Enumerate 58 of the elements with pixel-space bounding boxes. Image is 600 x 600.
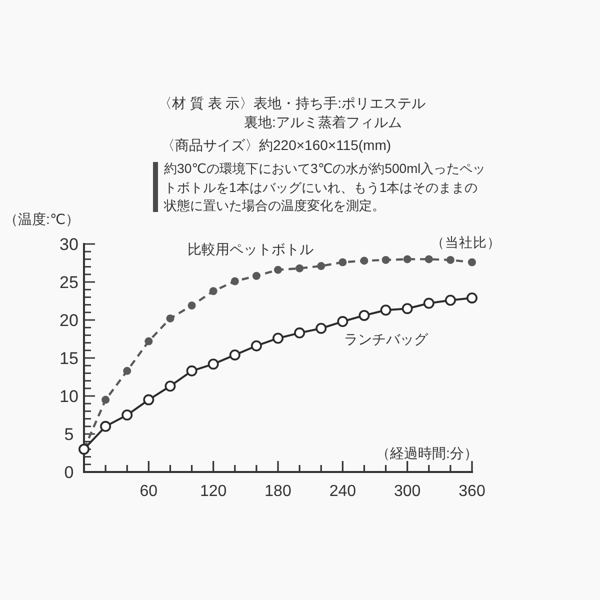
- point: [316, 322, 327, 334]
- annotation: （当社比）: [431, 235, 501, 250]
- point: [338, 258, 347, 266]
- point: [122, 410, 133, 420]
- point: [296, 264, 304, 272]
- point: [166, 314, 174, 322]
- annotation: 〈材 質 表 示〉表地・持ち手:ポリエステル: [158, 95, 426, 111]
- point: [100, 420, 112, 432]
- point: [143, 394, 154, 406]
- point: [229, 349, 240, 360]
- point: [144, 337, 153, 346]
- point: [358, 310, 370, 321]
- x-tick-label: 180: [264, 483, 292, 500]
- x-tick-label: 300: [394, 483, 421, 500]
- point: [272, 332, 284, 344]
- y-tick-label: 25: [60, 273, 78, 292]
- series-name: 比較用ペットボトル: [187, 240, 314, 257]
- point: [444, 294, 456, 306]
- annotation: 〈商品サイズ〉約220×160×115(mm): [161, 137, 392, 153]
- y-tick-label: 5: [64, 425, 74, 444]
- point: [403, 255, 412, 264]
- point: [230, 277, 239, 286]
- series-name: ランチバッグ: [344, 331, 428, 348]
- x-axis-title: （経過時間:分）: [376, 445, 478, 461]
- y-axis-title: （温度:℃）: [4, 211, 80, 227]
- point: [188, 302, 196, 310]
- point: [252, 272, 260, 280]
- y-tick-label: 20: [60, 311, 78, 330]
- point: [294, 327, 306, 338]
- y-tick-label: 30: [60, 235, 78, 254]
- point: [466, 292, 478, 304]
- x-tick-label: 360: [458, 483, 486, 500]
- point: [468, 258, 476, 266]
- point: [164, 380, 176, 392]
- point: [446, 256, 454, 264]
- point: [123, 366, 132, 375]
- point: [337, 316, 348, 328]
- point: [317, 262, 326, 270]
- point: [250, 340, 262, 352]
- x-tick-label: 60: [140, 483, 158, 500]
- point: [360, 256, 368, 265]
- point: [102, 396, 110, 404]
- point: [209, 287, 218, 296]
- point: [402, 303, 413, 314]
- point: [424, 255, 433, 264]
- x-tick-label: 120: [200, 483, 227, 500]
- point: [208, 358, 219, 370]
- point: [274, 266, 282, 274]
- point: [186, 365, 198, 376]
- x-tick-label: 240: [329, 483, 356, 500]
- annotation: 裏地:アルミ蒸着フィルム: [244, 114, 402, 130]
- point: [423, 298, 434, 309]
- y-tick-label: 0: [64, 463, 74, 482]
- y-tick-label: 15: [60, 349, 78, 368]
- point: [382, 256, 390, 264]
- annotation: 約30℃の環境下において3℃の水が約500ml入ったペットボトルを1本はバッグにいれ、もう1本はそのままの状態に置いた場合の温度変化を測定。: [164, 160, 486, 215]
- y-tick-label: 10: [60, 387, 78, 406]
- point: [380, 304, 392, 316]
